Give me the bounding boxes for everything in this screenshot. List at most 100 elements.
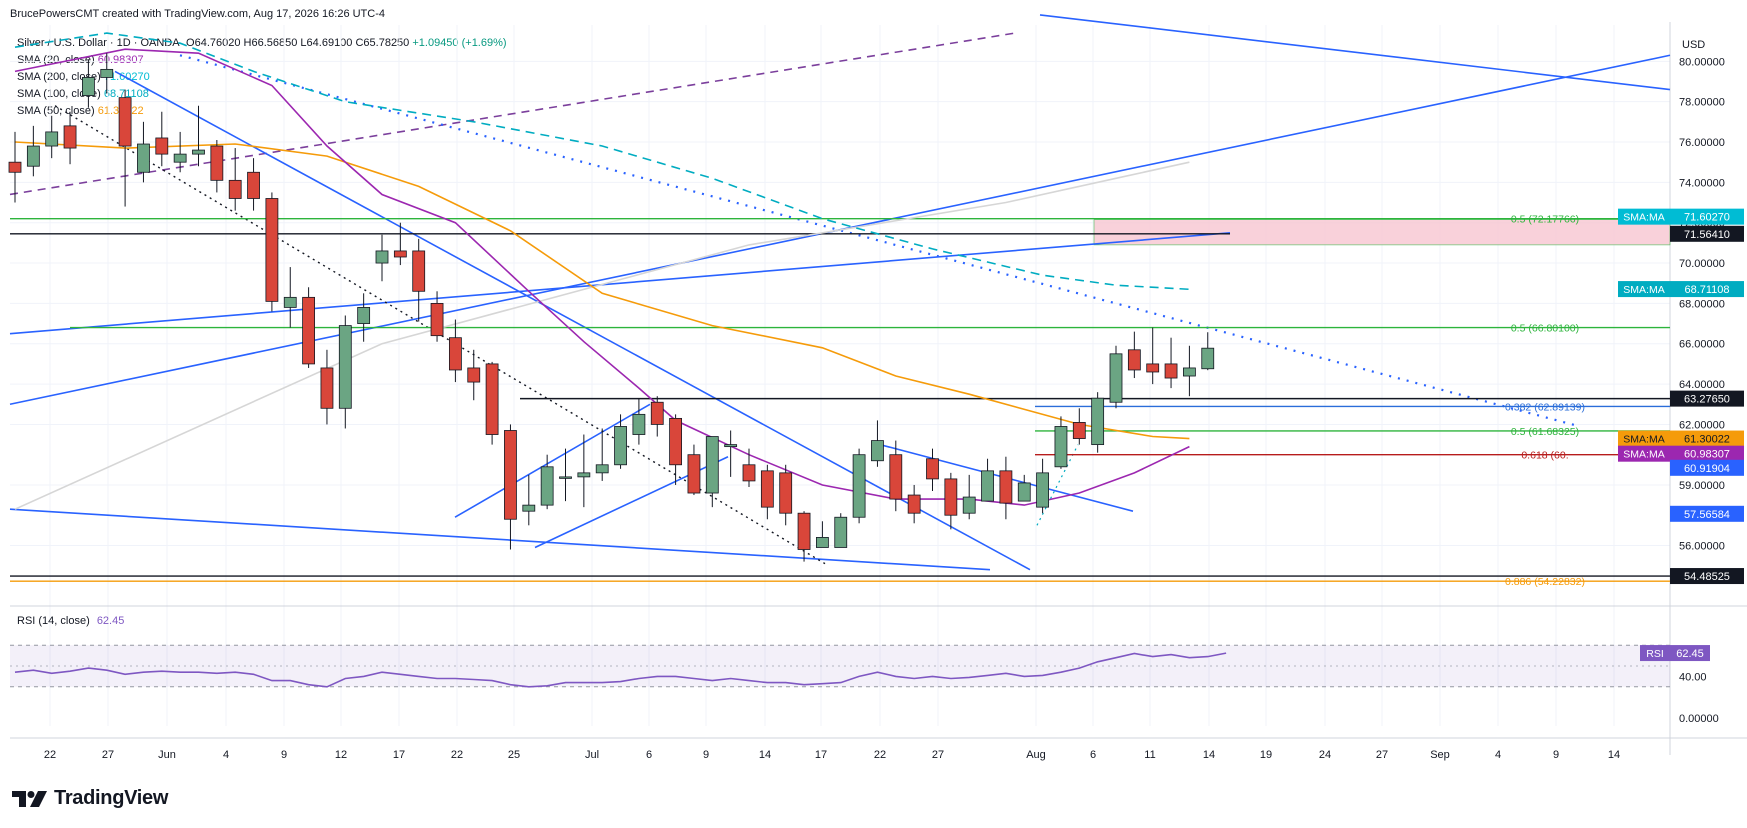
candle-bearish	[1164, 363, 1178, 379]
fib-level-label: 0.5 (66.80100)	[1511, 323, 1579, 335]
time-tick-label: 4	[1495, 749, 1501, 761]
price-tag	[1670, 281, 1744, 298]
time-tick-label: 9	[281, 749, 287, 761]
price-tag-value: 54.48525	[1684, 571, 1730, 583]
candle-bearish	[797, 512, 811, 550]
rsi-legend[interactable]: RSI (14, close) 62.45	[17, 615, 124, 627]
rsi-tag-source-text: RSI	[1646, 648, 1664, 660]
price-tag-value: 61.30022	[1684, 434, 1730, 446]
price-tag-source	[1618, 281, 1670, 298]
candle-bearish	[155, 137, 169, 155]
candle-bullish	[981, 470, 994, 502]
price-tag-value: 71.60270	[1684, 212, 1730, 224]
price-tag	[1670, 430, 1744, 447]
candle-bullish	[173, 153, 187, 163]
time-tick-label: 6	[646, 749, 652, 761]
time-tick-label: 4	[223, 749, 229, 761]
price-tag-source-text: SMA:MA	[1623, 212, 1664, 224]
price-tag-value: 60.98307	[1684, 449, 1730, 461]
price-tick-label: 76.00000	[1679, 137, 1725, 149]
candle-bullish	[1091, 397, 1105, 446]
tradingview-logo-icon	[12, 790, 47, 807]
legend-sma20[interactable]: SMA (20, close) 60.98307	[17, 52, 507, 69]
time-tick-label: 12	[335, 749, 347, 761]
candle-bearish	[650, 401, 664, 425]
candle-bullish	[338, 325, 352, 409]
price-tag-source-text: SMA:MA	[1623, 284, 1664, 296]
time-tick-label: 27	[932, 749, 944, 761]
candle-bearish	[302, 296, 316, 365]
candle-bullish	[1036, 472, 1049, 508]
candle-bullish	[100, 68, 114, 78]
symbol-name: Silver / U.S. Dollar · 1D · OANDA	[17, 37, 179, 49]
price-tag-source	[1618, 445, 1670, 462]
resistance-zone	[1093, 219, 1671, 246]
candle-bullish	[871, 440, 884, 462]
price-tag	[1670, 208, 1744, 225]
rsi-tick-label: 40.00	[1679, 671, 1707, 683]
candle-bearish	[742, 464, 756, 482]
candle-bearish	[430, 302, 444, 337]
time-tick-label: 17	[393, 749, 405, 761]
time-tick-label: 22	[44, 749, 56, 761]
time-tick-label: Aug	[1026, 749, 1046, 761]
price-tag	[1670, 225, 1744, 242]
candle-bullish	[1017, 482, 1031, 502]
candle-bullish	[632, 413, 646, 435]
price-tag	[1670, 568, 1744, 585]
price-tick-label: 62.00000	[1679, 419, 1725, 431]
legend-sma100[interactable]: SMA (100, close) 68.71108	[17, 86, 507, 103]
symbol-row[interactable]: Silver / U.S. Dollar · 1D · OANDA O64.76…	[17, 35, 507, 52]
time-tick-label: Jun	[158, 749, 176, 761]
candle-bearish	[228, 179, 242, 199]
candle-bearish	[467, 367, 481, 383]
candle-bearish	[944, 478, 958, 516]
price-tag-source-text: SMA:MA	[1623, 449, 1664, 461]
candle-bearish	[118, 97, 132, 147]
rsi-label: RSI (14, close)	[17, 615, 90, 627]
candle-bearish	[999, 470, 1013, 504]
price-tag-value: 60.91904	[1684, 463, 1730, 475]
candle-bearish	[687, 454, 701, 494]
price-change: +1.09450 (+1.69%)	[412, 37, 507, 49]
sma20-value: 60.98307	[97, 54, 144, 66]
upper-descending-line	[1039, 14, 1671, 91]
indicator-legend: Silver / U.S. Dollar · 1D · OANDA O64.76…	[17, 35, 507, 120]
candle-bullish	[724, 444, 738, 448]
rsi-tag	[1670, 645, 1710, 662]
price-tag	[1670, 459, 1744, 476]
candle-bullish	[82, 77, 95, 97]
legend-sma50[interactable]: SMA (50, close) 61.30022	[17, 103, 507, 120]
rising-wedge-upper	[454, 403, 651, 518]
price-tag	[1670, 505, 1744, 522]
candle-bearish	[504, 430, 517, 520]
fib-level-label: 0.382 (62.89139)	[1505, 401, 1585, 413]
fib-level-label: 0.886 (54.22832)	[1505, 576, 1585, 588]
price-tag-value: 68.71108	[1684, 284, 1729, 296]
candle-bearish	[779, 472, 793, 514]
sma100-label: SMA (100, close)	[17, 88, 101, 100]
time-tick-label: 27	[1376, 749, 1388, 761]
candle-bearish	[8, 161, 22, 173]
tradingview-logo[interactable]: TradingView	[12, 787, 168, 810]
price-tag-value: 63.27650	[1684, 394, 1730, 406]
candle-bearish	[889, 454, 903, 500]
price-tag-value: 71.56410	[1684, 229, 1730, 241]
candle-bearish	[907, 494, 921, 514]
rsi-tag-source	[1640, 645, 1670, 662]
price-tag-source	[1618, 430, 1670, 447]
candle-bearish	[448, 337, 462, 371]
candle-bullish	[577, 472, 591, 478]
candle-bearish	[669, 417, 682, 466]
purple-dashed-trendline	[9, 32, 1016, 196]
candle-bullish	[283, 296, 297, 308]
candle-bullish	[1109, 353, 1123, 403]
candle-bullish	[192, 149, 205, 155]
candle-bullish	[614, 426, 627, 466]
time-tick-label: 24	[1319, 749, 1331, 761]
time-tick-label: Sep	[1430, 749, 1450, 761]
candle-bullish	[559, 476, 572, 479]
tradingview-logo-text: TradingView	[54, 787, 169, 809]
candle-bullish	[834, 516, 848, 548]
